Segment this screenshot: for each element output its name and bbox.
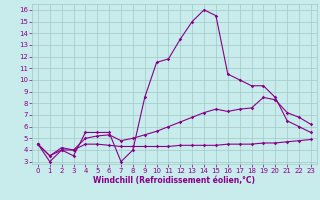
X-axis label: Windchill (Refroidissement éolien,°C): Windchill (Refroidissement éolien,°C) [93, 176, 255, 185]
